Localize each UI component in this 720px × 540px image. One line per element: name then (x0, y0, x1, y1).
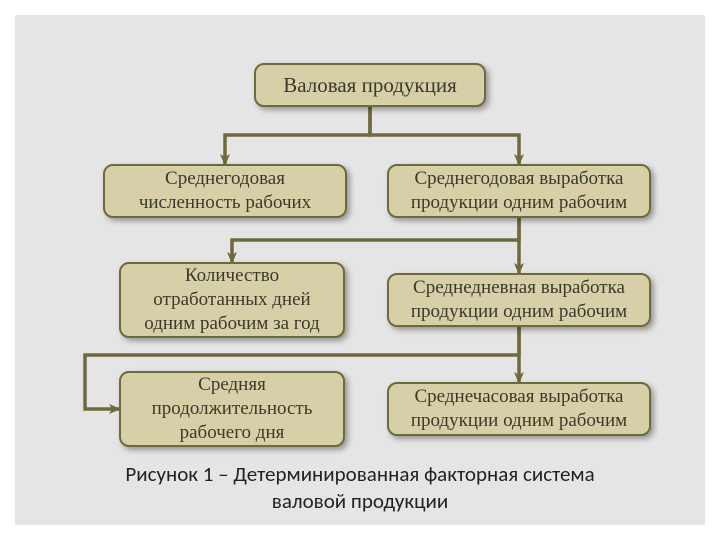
caption-line-2: валовой продукции (272, 488, 448, 514)
node-label: Среднегодовая выработка продукции одним … (399, 167, 639, 215)
node-avg-annual-output: Среднегодовая выработка продукции одним … (387, 164, 651, 218)
figure-caption: Рисунок 1 – Детерминированная факторная … (15, 461, 705, 516)
slide-canvas: Валовая продукция Среднегодовая численно… (0, 0, 720, 540)
node-label: Среднечасовая выработка продукции одним … (399, 385, 639, 433)
node-label: Количество отработанных дней одним рабоч… (131, 264, 333, 335)
node-label: Валовая продукция (283, 72, 457, 98)
connector (232, 218, 519, 262)
connector (225, 107, 370, 164)
node-label: Среднедневная выработка продукции одним … (399, 276, 639, 324)
node-days-worked: Количество отработанных дней одним рабоч… (119, 262, 345, 338)
node-avg-workday-length: Средняя продолжительность рабочего дня (119, 371, 345, 447)
node-avg-annual-headcount: Среднегодовая численность рабочих (103, 164, 347, 218)
caption-line-1: Рисунок 1 – Детерминированная факторная … (125, 461, 594, 487)
node-gross-output: Валовая продукция (254, 63, 486, 107)
node-label: Средняя продолжительность рабочего дня (131, 373, 333, 444)
node-avg-hourly-output: Среднечасовая выработка продукции одним … (387, 382, 651, 436)
node-label: Среднегодовая численность рабочих (115, 167, 335, 215)
connector (370, 107, 519, 164)
node-avg-daily-output: Среднедневная выработка продукции одним … (387, 273, 651, 327)
